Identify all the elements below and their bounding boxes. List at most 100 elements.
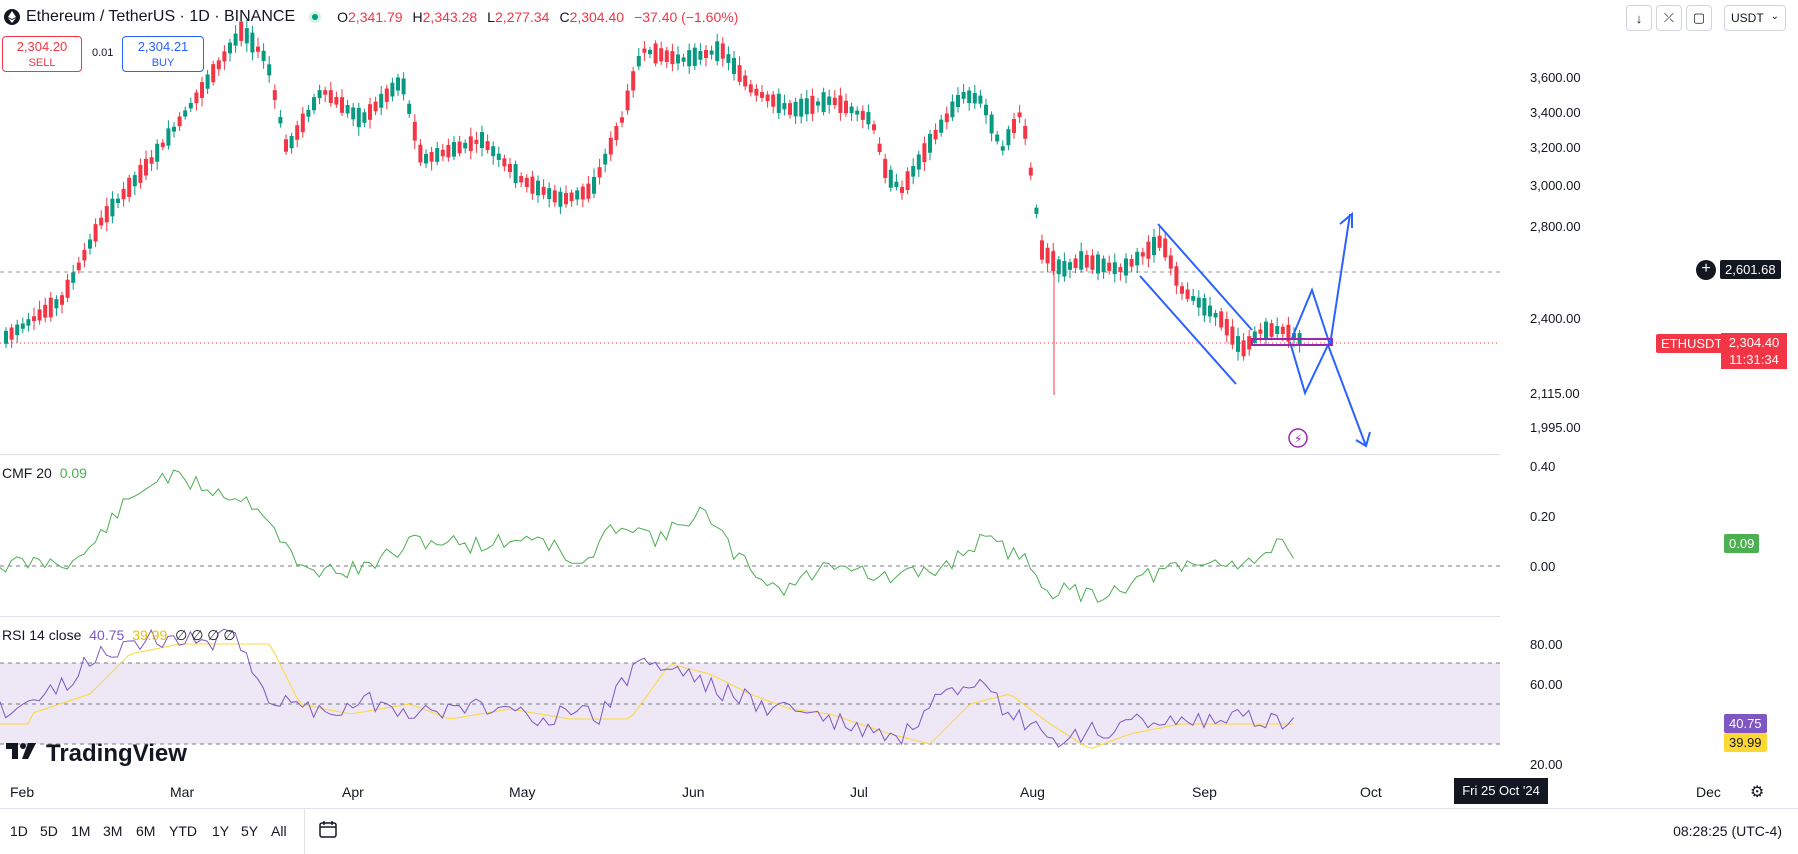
candle-body xyxy=(754,88,759,96)
candle-body xyxy=(452,142,456,157)
candle-body xyxy=(362,112,367,123)
tradingview-logo-icon xyxy=(6,740,40,768)
candle-body xyxy=(54,299,59,309)
candle-body xyxy=(463,142,468,149)
candle-body xyxy=(692,47,697,66)
candle-body xyxy=(916,154,921,170)
range-3m[interactable]: 3M xyxy=(103,823,123,839)
low-value: 2,277.34 xyxy=(494,9,550,25)
candle-body xyxy=(155,143,160,162)
symbol-title[interactable]: Ethereum / TetherUS · 1D · BINANCE xyxy=(26,8,296,25)
cmf-tag: 0.09 xyxy=(1724,534,1760,553)
candle-body xyxy=(121,188,126,200)
rsi-tick: 20.00 xyxy=(1530,757,1563,772)
candle-body xyxy=(1269,323,1274,337)
range-all[interactable]: All xyxy=(271,823,287,839)
arrow-down-icon: ↓ xyxy=(1635,10,1643,26)
range-6m[interactable]: 6M xyxy=(136,823,156,839)
candle-body xyxy=(810,95,815,114)
add-alert-icon[interactable]: + xyxy=(1696,260,1716,280)
symbol-header: Ethereum / TetherUS · 1D · BINANCE O2,34… xyxy=(4,8,738,26)
candle-body xyxy=(1118,267,1123,273)
candle-body xyxy=(508,163,512,173)
currency-select[interactable]: USDT ⌄ xyxy=(1724,5,1786,31)
range-1m[interactable]: 1M xyxy=(71,823,91,839)
fullscreen-button[interactable]: ▢ xyxy=(1686,5,1712,31)
buy-button[interactable]: 2,304.21 BUY xyxy=(122,36,204,72)
candle-body xyxy=(838,95,843,113)
sell-button[interactable]: 2,304.20 SELL xyxy=(2,36,82,72)
range-1d[interactable]: 1D xyxy=(10,823,28,839)
candle-body xyxy=(200,82,204,98)
candle-body xyxy=(26,319,31,326)
candle-body xyxy=(76,262,81,271)
rsi-ma-value: 39.99 xyxy=(132,627,168,643)
range-5d[interactable]: 5D xyxy=(40,823,58,839)
tradingview-logo[interactable]: TradingView xyxy=(6,740,187,768)
candle-body xyxy=(457,141,462,154)
price-tick: 2,800.00 xyxy=(1530,219,1581,234)
collapse-button[interactable]: ⤫ xyxy=(1656,5,1682,31)
candle-body xyxy=(586,183,591,199)
open-value: 2,341.79 xyxy=(348,9,403,25)
candle-body xyxy=(816,101,820,106)
settings-gear-icon[interactable]: ⚙ xyxy=(1750,784,1765,801)
candle-body xyxy=(32,316,36,322)
rsi-legend[interactable]: RSI 14 close 40.75 39.99 ∅ ∅ ∅ ∅ xyxy=(2,627,236,644)
candle-body xyxy=(334,97,339,105)
price-tick: 3,600.00 xyxy=(1530,70,1581,85)
candle-body xyxy=(127,177,132,198)
candle-body xyxy=(1028,167,1033,176)
chart-canvas[interactable]: ⚡ xyxy=(0,0,1500,780)
last-price: 2,304.40 xyxy=(1728,335,1780,350)
download-button[interactable]: ↓ xyxy=(1626,5,1652,31)
candle-body xyxy=(20,323,25,329)
support-zone-rectangle xyxy=(1251,338,1333,346)
candle-body xyxy=(771,94,776,107)
rsi-value: 40.75 xyxy=(89,627,125,643)
lightning-glyph: ⚡ xyxy=(1294,432,1302,446)
close-label: C xyxy=(559,9,570,25)
candle-body xyxy=(698,51,703,60)
candle-body xyxy=(1191,296,1196,301)
candle-body xyxy=(480,131,484,149)
cmf-tick: 0.20 xyxy=(1530,509,1556,524)
candle-body xyxy=(188,102,193,109)
candle-body xyxy=(648,49,652,55)
chart-area[interactable]: ⚡ xyxy=(0,0,1500,780)
candle-body xyxy=(524,177,529,188)
candle-body xyxy=(911,166,916,177)
candle-body xyxy=(9,327,14,340)
candle-body xyxy=(1168,255,1173,269)
candle-body xyxy=(1264,321,1268,339)
candle-body xyxy=(1012,119,1016,133)
candle-body xyxy=(261,50,266,62)
date-range-calendar-icon[interactable] xyxy=(318,819,338,844)
candle-body xyxy=(905,171,910,191)
candle-body xyxy=(440,149,445,157)
pane-divider[interactable] xyxy=(0,616,1500,617)
candle-body xyxy=(306,109,311,117)
candle-body xyxy=(1252,331,1257,343)
candle-body xyxy=(888,169,893,188)
time-label-feb: Feb xyxy=(10,784,35,800)
candle-body xyxy=(4,330,8,344)
chevron-down-icon: ⌄ xyxy=(1770,11,1779,22)
candle-body xyxy=(1146,241,1151,259)
candle-body xyxy=(978,95,983,104)
candle-body xyxy=(211,64,216,83)
candle-body xyxy=(1006,129,1011,146)
candle-body xyxy=(788,103,792,115)
candle-body xyxy=(866,112,871,125)
candle-body xyxy=(1140,252,1145,257)
clock-timezone[interactable]: 08:28:25 (UTC-4) xyxy=(1673,823,1782,839)
pane-divider[interactable] xyxy=(0,454,1500,455)
range-1y[interactable]: 1Y xyxy=(212,823,230,839)
symbol-tag: ETHUSDT xyxy=(1656,334,1728,353)
cmf-legend[interactable]: CMF 20 0.09 xyxy=(2,465,87,481)
candle-body xyxy=(928,133,932,153)
candle-body xyxy=(972,92,977,104)
range-ytd[interactable]: YTD xyxy=(169,823,197,839)
range-5y[interactable]: 5Y xyxy=(241,823,259,839)
candle-body xyxy=(99,217,104,226)
